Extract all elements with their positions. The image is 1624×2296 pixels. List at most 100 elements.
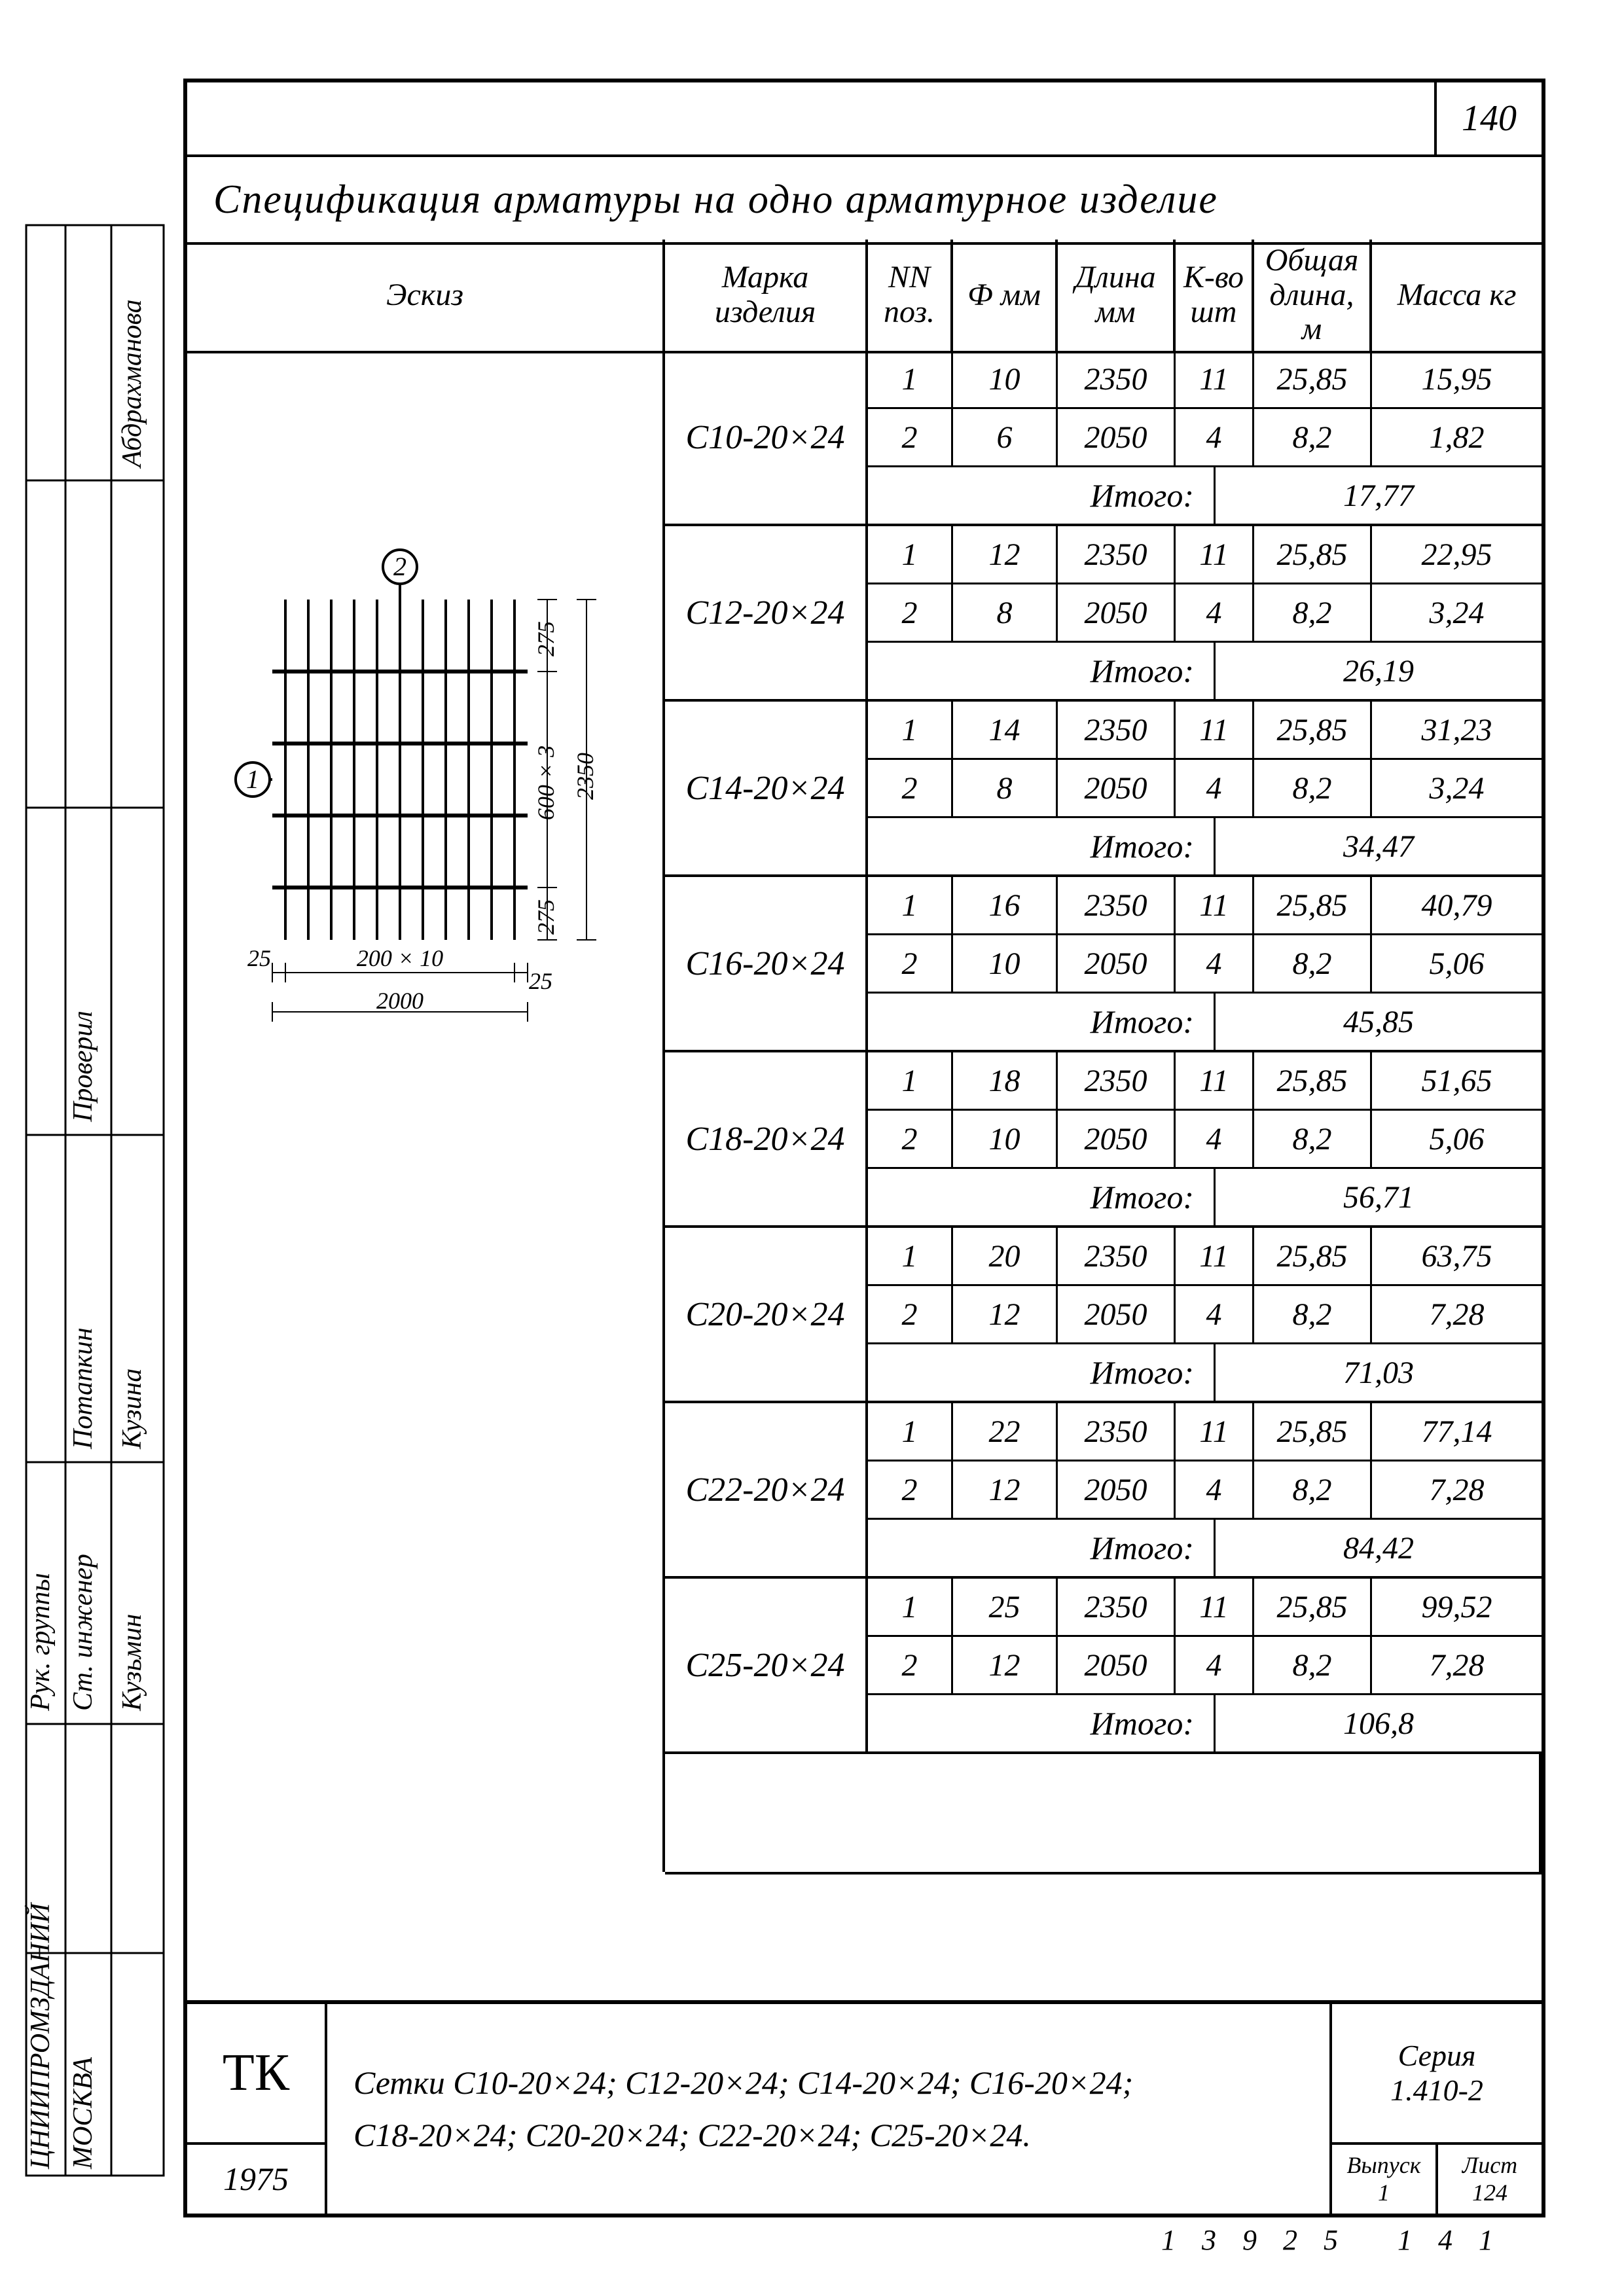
cell-dia: 10 (953, 351, 1058, 407)
cell-dia: 12 (953, 1637, 1058, 1693)
spec-group: С20-20×2412023501125,8563,75212205048,27… (665, 1228, 1542, 1403)
data-row: 12223501125,8577,14 (868, 1403, 1542, 1462)
group-rows: 12223501125,8577,14212205048,27,28Итого:… (868, 1403, 1542, 1576)
header-sketch: Эскиз (187, 240, 665, 351)
cell-pos: 1 (868, 702, 953, 758)
cell-mass: 77,14 (1372, 1403, 1542, 1460)
data-row: 11823501125,8551,65 (868, 1052, 1542, 1111)
total-row: Итого:26,19 (868, 643, 1542, 699)
cell-tot: 25,85 (1254, 351, 1372, 407)
total-mass: 34,47 (1216, 818, 1542, 874)
table-header-row: Эскиз Марка изделия NN поз. Ф мм Длина м… (187, 240, 1542, 353)
mark-cell: С25-20×24 (665, 1579, 868, 1751)
data-row: 11423501125,8531,23 (868, 702, 1542, 760)
total-row: Итого:34,47 (868, 818, 1542, 874)
dim-275-top: 275 (533, 621, 559, 656)
dim-25r: 25 (529, 968, 552, 994)
data-row: 12023501125,8563,75 (868, 1228, 1542, 1286)
sheet-label: Лист (1462, 2151, 1517, 2179)
series-num: 1.410-2 (1390, 2073, 1483, 2108)
cell-tot: 25,85 (1254, 1579, 1372, 1635)
cell-len: 2050 (1058, 584, 1176, 641)
total-row: Итого:106,8 (868, 1695, 1542, 1751)
cell-mass: 15,95 (1372, 351, 1542, 407)
cell-dia: 6 (953, 409, 1058, 465)
name-2: Кузина (117, 1369, 147, 1450)
cell-pos: 1 (868, 1579, 953, 1635)
data-row: 11223501125,8522,95 (868, 526, 1542, 584)
total-label: Итого: (868, 1520, 1216, 1576)
cell-mass: 5,06 (1372, 1111, 1542, 1167)
cell-qty: 11 (1176, 1228, 1254, 1284)
data-row: 212205048,27,28 (868, 1637, 1542, 1695)
cell-qty: 4 (1176, 1462, 1254, 1518)
name-1: Кузьмин (117, 1614, 147, 1712)
left-binding-strip: ЦНИИПРОМЗДАНИЙ МОСКВА Рук. группы Ст. ин… (20, 196, 170, 2204)
cell-dia: 22 (953, 1403, 1058, 1460)
spec-group: С18-20×2411823501125,8551,65210205048,25… (665, 1052, 1542, 1228)
total-label: Итого: (868, 643, 1216, 699)
spec-title: Спецификация арматуры на одно арматурное… (187, 154, 1542, 245)
total-label: Итого: (868, 818, 1216, 874)
mesh-sketch: 1 2 275 (207, 521, 645, 1110)
series-column: Серия 1.410-2 Выпуск 1 Лист 124 (1332, 2004, 1542, 2214)
cell-dia: 25 (953, 1579, 1058, 1635)
cell-len: 2050 (1058, 1637, 1176, 1693)
data-row: 28205048,23,24 (868, 760, 1542, 818)
total-mass: 84,42 (1216, 1520, 1542, 1576)
data-row: 212205048,27,28 (868, 1462, 1542, 1520)
table-body: 1 2 275 (187, 351, 1542, 1874)
total-mass: 71,03 (1216, 1344, 1542, 1401)
cell-dia: 18 (953, 1052, 1058, 1109)
group-rows: 11223501125,8522,9528205048,23,24Итого:2… (868, 526, 1542, 699)
cell-mass: 5,06 (1372, 935, 1542, 992)
header-totlen-text: Общая длина, м (1258, 243, 1365, 347)
cell-tot: 25,85 (1254, 1403, 1372, 1460)
cell-qty: 4 (1176, 1637, 1254, 1693)
header-mark: Марка изделия (665, 240, 868, 351)
tk-year: 1975 (187, 2145, 325, 2214)
data-row: 210205048,25,06 (868, 935, 1542, 994)
cell-pos: 2 (868, 1637, 953, 1693)
issue-num: 1 (1378, 2179, 1390, 2206)
cell-pos: 1 (868, 526, 953, 583)
cell-pos: 1 (868, 877, 953, 933)
header-len-text: Длина мм (1062, 260, 1169, 330)
desc-line-2: С18-20×24; С20-20×24; С22-20×24; С25-20×… (353, 2109, 1133, 2161)
total-label: Итого: (868, 467, 1216, 524)
total-mass: 17,77 (1216, 467, 1542, 524)
spec-group: С12-20×2411223501125,8522,9528205048,23,… (665, 526, 1542, 702)
group-rows: 11623501125,8540,79210205048,25,06Итого:… (868, 877, 1542, 1050)
group-rows: 12023501125,8563,75212205048,27,28Итого:… (868, 1228, 1542, 1401)
cell-pos: 1 (868, 351, 953, 407)
outer-frame: 140 Спецификация арматуры на одно армату… (183, 79, 1545, 2217)
series-cell: Серия 1.410-2 (1332, 2004, 1542, 2145)
drawing-sheet: ЦНИИПРОМЗДАНИЙ МОСКВА Рук. группы Ст. ин… (0, 0, 1624, 2296)
cell-qty: 11 (1176, 526, 1254, 583)
cell-len: 2050 (1058, 1462, 1176, 1518)
tk-mark: ТК (187, 2004, 325, 2145)
cell-dia: 12 (953, 1462, 1058, 1518)
cell-tot: 25,85 (1254, 526, 1372, 583)
cell-len: 2050 (1058, 1286, 1176, 1342)
header-pos-text: NN поз. (872, 260, 947, 330)
data-row: 11023501125,8515,95 (868, 351, 1542, 409)
page-number-top: 140 (1434, 82, 1542, 157)
cell-pos: 2 (868, 584, 953, 641)
cell-qty: 11 (1176, 1052, 1254, 1109)
role-1: Рук. группы (26, 1573, 56, 1712)
dim-2000: 2000 (376, 988, 424, 1014)
org-city: МОСКВА (68, 2057, 98, 2170)
cell-qty: 11 (1176, 877, 1254, 933)
cell-mass: 51,65 (1372, 1052, 1542, 1109)
dim-600x3: 600 × 3 (533, 745, 559, 820)
cell-mass: 3,24 (1372, 760, 1542, 816)
cell-mass: 3,24 (1372, 584, 1542, 641)
desc-line-1: Сетки С10-20×24; С12-20×24; С14-20×24; С… (353, 2056, 1133, 2109)
data-row: 212205048,27,28 (868, 1286, 1542, 1344)
data-row: 12523501125,8599,52 (868, 1579, 1542, 1637)
issue-label: Выпуск (1346, 2151, 1420, 2179)
cell-len: 2050 (1058, 760, 1176, 816)
sheet-cell: Лист 124 (1438, 2145, 1542, 2214)
cell-mass: 1,82 (1372, 409, 1542, 465)
